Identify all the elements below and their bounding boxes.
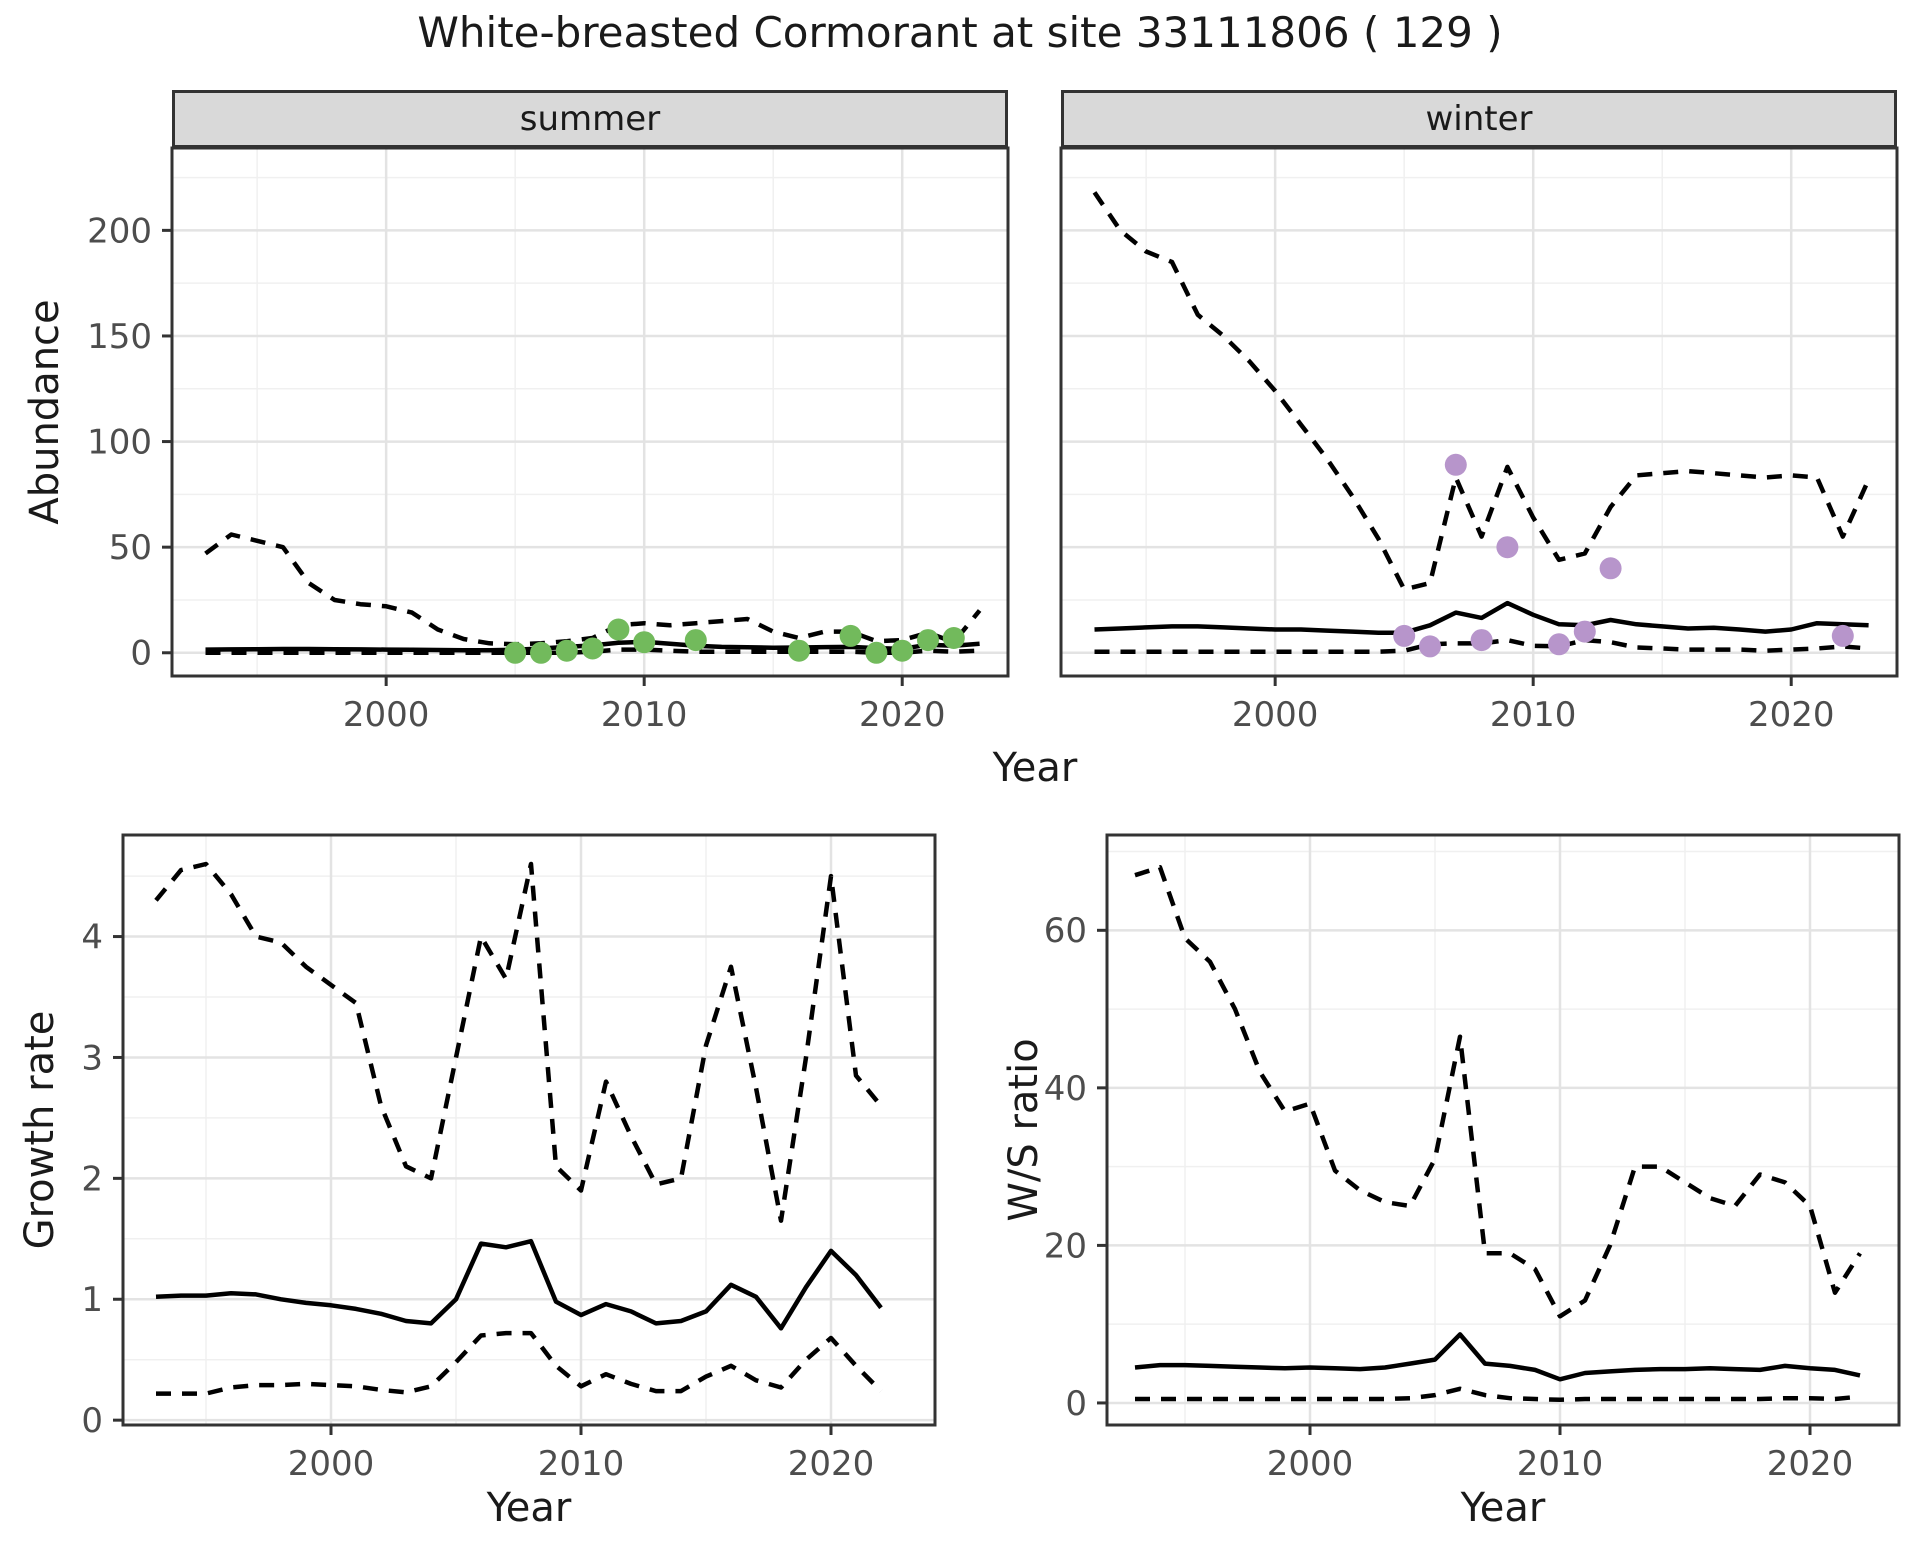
abundance-summer-observed-point <box>917 629 939 652</box>
x-axis-title-year-bottom-left: Year <box>486 1485 572 1531</box>
ws-ratio-median-line <box>1134 1332 1861 1382</box>
abundance-summer-x-tick-label: 2010 <box>601 695 688 735</box>
abundance-summer-observed-point <box>607 618 630 641</box>
y-axis-title-ws-ratio: W/S ratio <box>1001 1038 1047 1222</box>
abundance-winter-panel: 2000 2010 2020 <box>1059 146 1899 735</box>
abundance-winter-observed-point <box>1393 624 1416 647</box>
growth-rate-x-tick-label: 2020 <box>788 1444 875 1484</box>
growth-rate-x-tick-label: 2000 <box>288 1444 375 1484</box>
abundance-winter-observed-point <box>1496 536 1519 559</box>
abundance-summer-y-tick-label: 50 <box>109 528 152 568</box>
abundance-winter-observed-point <box>1831 624 1854 647</box>
abundance-winter-observed-point <box>1470 629 1493 652</box>
abundance-winter-x-tick-label: 2000 <box>1232 695 1319 735</box>
growth-rate-y-tick-label: 4 <box>81 917 103 957</box>
abundance-summer-y-tick-label: 200 <box>87 211 152 251</box>
growth-rate-y-tick-label: 1 <box>81 1280 103 1320</box>
ws-ratio-x-tick-label: 2000 <box>1267 1444 1354 1484</box>
abundance-summer-y-tick-label: 0 <box>130 634 152 674</box>
abundance-summer-y-tick-label: 150 <box>87 317 152 357</box>
abundance-winter-observed-point <box>1548 633 1570 656</box>
growth-rate-x-tick-label: 2010 <box>538 1444 625 1484</box>
facet-strip-winter: winter <box>1061 90 1897 148</box>
ws-ratio-x-tick-label: 2020 <box>1767 1444 1854 1484</box>
facet-strip-winter-label: winter <box>1425 99 1533 139</box>
ws-ratio-panel: 2000 2010 2020 0 20 40 60 <box>1044 833 1901 1484</box>
abundance-summer-observed-point <box>788 639 810 662</box>
abundance-summer-observed-point <box>839 624 862 647</box>
abundance-summer-observed-point <box>581 637 604 660</box>
facet-strip-summer: summer <box>172 90 1008 148</box>
abundance-winter-observed-point <box>1573 620 1596 643</box>
abundance-summer-x-tick-label: 2000 <box>343 695 430 735</box>
abundance-summer-observed-point <box>684 629 707 652</box>
x-axis-title-year-bottom-right: Year <box>1460 1485 1546 1531</box>
abundance-summer-observed-point <box>891 639 914 662</box>
facet-strip-summer-label: summer <box>519 99 661 139</box>
growth-rate-median-line <box>155 1238 883 1331</box>
growth-rate-panel: 2000 2010 2020 0 1 2 3 4 <box>81 833 937 1484</box>
ws-ratio-y-tick-label: 20 <box>1044 1226 1087 1266</box>
abundance-summer-observed-point <box>555 639 578 662</box>
x-axis-title-year-top: Year <box>992 745 1078 791</box>
abundance-summer-x-tick-label: 2020 <box>859 695 946 735</box>
abundance-summer-y-tick-label: 100 <box>87 422 152 462</box>
abundance-summer-observed-point <box>530 641 552 664</box>
y-axis-title-growth-rate: Growth rate <box>17 1010 63 1250</box>
ws-ratio-x-tick-label: 2010 <box>1517 1444 1604 1484</box>
ws-ratio-y-tick-label: 0 <box>1065 1384 1087 1424</box>
chart-title: White-breasted Cormorant at site 3311180… <box>417 8 1503 57</box>
ws-ratio-y-tick-label: 60 <box>1044 911 1087 951</box>
abundance-winter-x-tick-label: 2010 <box>1490 695 1577 735</box>
growth-rate-y-tick-label: 2 <box>81 1159 103 1199</box>
growth-rate-y-tick-label: 3 <box>81 1038 103 1078</box>
abundance-winter-observed-point <box>1419 635 1441 658</box>
ws-ratio-upper_credible-line <box>1134 865 1862 1319</box>
abundance-winter-x-tick-label: 2020 <box>1748 695 1835 735</box>
abundance-summer-panel: 2000 2010 2020 0 50 100 150 200 <box>87 146 1010 735</box>
growth-rate-y-tick-label: 0 <box>81 1401 103 1441</box>
ws-ratio-y-tick-label: 40 <box>1044 1069 1087 1109</box>
abundance-summer-observed-point <box>865 641 888 664</box>
abundance-winter-observed-point <box>1444 453 1467 476</box>
abundance-summer-observed-point <box>942 627 965 649</box>
y-axis-title-abundance: Abundance <box>22 299 68 525</box>
abundance-summer-observed-point <box>504 641 527 664</box>
abundance-winter-median-line <box>1094 600 1869 635</box>
ws-ratio-lower_credible-line <box>1135 1386 1861 1403</box>
abundance-winter-upper_credible-line <box>1092 191 1871 592</box>
abundance-winter-observed-point <box>1599 557 1622 580</box>
abundance-summer-observed-point <box>633 631 656 654</box>
